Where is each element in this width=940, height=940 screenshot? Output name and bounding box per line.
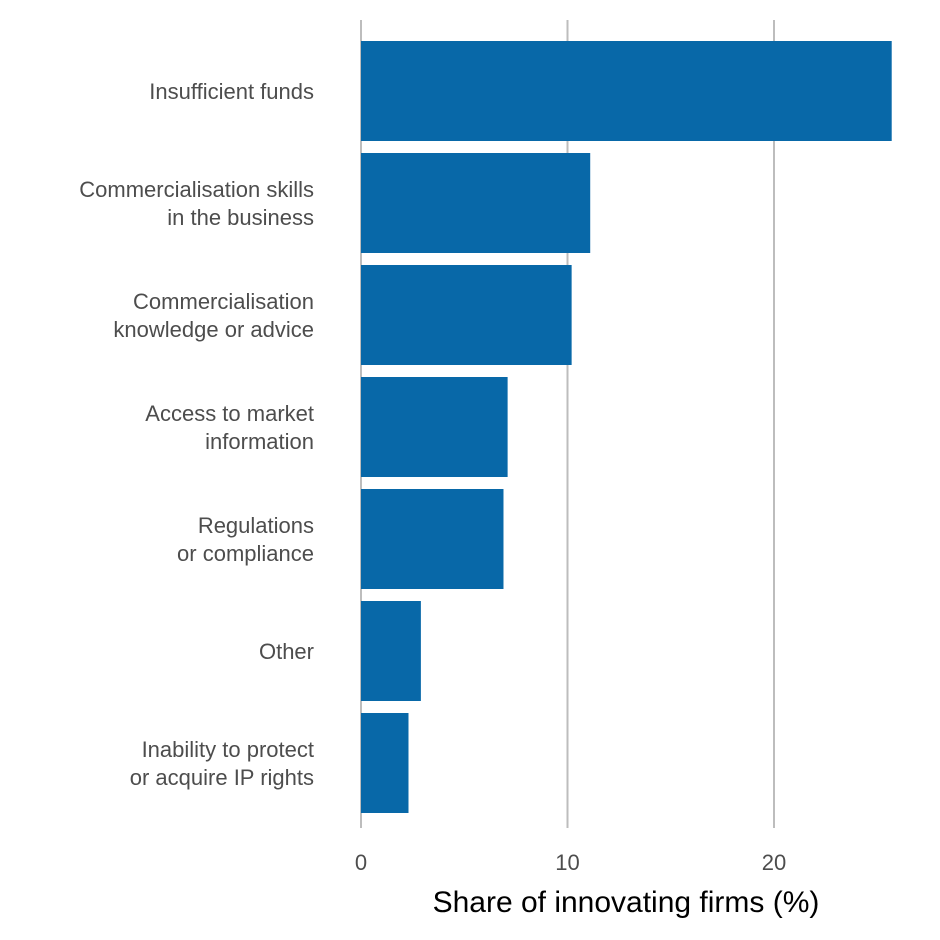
bar-3 [361, 265, 572, 365]
x-tick-labels: 0 10 20 [355, 850, 786, 875]
bar-4 [361, 377, 508, 477]
category-label-line: Insufficient funds [149, 79, 314, 104]
category-label-5: Regulations or compliance [177, 513, 314, 566]
x-axis-title: Share of innovating firms (%) [433, 886, 820, 919]
category-label-line: or compliance [177, 541, 314, 566]
category-label-4: Access to market information [145, 401, 314, 454]
category-label-6: Other [259, 639, 314, 664]
category-label-line: Commercialisation skills [79, 177, 314, 202]
category-label-1: Insufficient funds [149, 79, 314, 104]
category-labels: Insufficient funds Commercialisation skil… [79, 79, 314, 790]
category-label-line: Regulations [198, 513, 314, 538]
category-label-line: Other [259, 639, 314, 664]
category-label-line: Access to market [145, 401, 314, 426]
category-label-line: Inability to protect [142, 737, 314, 762]
bar-1 [361, 41, 892, 141]
bar-5 [361, 489, 504, 589]
category-label-line: in the business [167, 205, 314, 230]
bar-6 [361, 601, 421, 701]
x-tick-label-0: 0 [355, 850, 367, 875]
category-label-line: knowledge or advice [113, 317, 314, 342]
category-label-line: Commercialisation [133, 289, 314, 314]
category-label-line: or acquire IP rights [130, 765, 314, 790]
category-label-7: Inability to protect or acquire IP rights [130, 737, 314, 790]
bar-7 [361, 713, 409, 813]
bars [361, 41, 892, 813]
x-tick-label-20: 20 [762, 850, 786, 875]
category-label-3: Commercialisation knowledge or advice [113, 289, 314, 342]
category-label-line: information [205, 429, 314, 454]
bar-2 [361, 153, 591, 253]
x-tick-label-10: 10 [555, 850, 579, 875]
category-label-2: Commercialisation skills in the business [79, 177, 314, 230]
